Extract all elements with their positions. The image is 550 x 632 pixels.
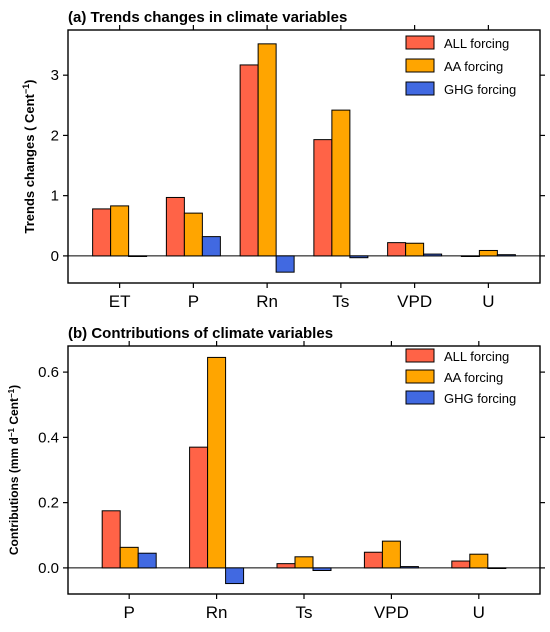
bar-ghg-forcing-u xyxy=(487,567,507,569)
y-tick-label: 3 xyxy=(51,67,59,84)
bar-aa-forcing-p xyxy=(119,546,139,569)
legend-swatch xyxy=(405,369,435,384)
bar-ghg-forcing-rn xyxy=(275,255,295,273)
x-tick-label: VPD xyxy=(374,603,409,622)
panel-a-bars xyxy=(92,43,516,273)
bar-all-forcing-vpd xyxy=(387,242,407,257)
panel-b-contributions: (b) Contributions of climate variables 0… xyxy=(7,325,545,622)
x-tick-label: VPD xyxy=(397,292,432,311)
x-tick-label: P xyxy=(188,292,199,311)
bar-ghg-forcing-ts xyxy=(349,255,369,259)
bar-aa-forcing-ts xyxy=(294,556,314,569)
y-tick-label: 0.6 xyxy=(38,364,59,381)
bar-all-forcing-ts xyxy=(313,139,333,257)
legend-swatch xyxy=(405,81,435,96)
y-tick-label: 1 xyxy=(51,188,59,205)
panel-b-x-ticks: P Rn Ts VPD U xyxy=(124,341,485,622)
panel-a-y-axis-label: Trends changes ( Cent−1) xyxy=(21,79,37,233)
panel-a-trends-changes: (a) Trends changes in climate variables … xyxy=(21,9,545,311)
bar-all-forcing-rn xyxy=(239,64,259,257)
bar-ghg-forcing-p xyxy=(201,236,221,257)
y-tick-label: 0.0 xyxy=(38,560,59,577)
panel-b-bars xyxy=(101,356,507,585)
bar-aa-forcing-et xyxy=(110,205,130,257)
panel-b-y-axis-label: Contributions (mm d−1 Cent−1) xyxy=(7,385,22,555)
x-tick-label: U xyxy=(473,603,485,622)
x-tick-label: Rn xyxy=(256,292,278,311)
panel-a-plot-frame xyxy=(67,29,541,284)
bar-aa-forcing-vpd xyxy=(381,540,401,569)
y-tick-label: 0 xyxy=(51,248,59,265)
x-tick-label: ET xyxy=(109,292,131,311)
bar-aa-forcing-p xyxy=(183,212,203,257)
bar-ghg-forcing-rn xyxy=(225,567,245,585)
y-tick-label: 2 xyxy=(51,127,59,144)
panel-b-title: (b) Contributions of climate variables xyxy=(68,325,333,342)
bar-ghg-forcing-u xyxy=(496,254,516,257)
bar-ghg-forcing-ts xyxy=(312,567,332,572)
bar-aa-forcing-u xyxy=(469,553,489,569)
panel-a-legend: ALL forcing AA forcing GHG forcing xyxy=(405,35,516,97)
x-tick-label: Ts xyxy=(296,603,313,622)
panel-a-x-ticks: ET P Rn Ts VPD U xyxy=(109,25,495,311)
x-tick-label: P xyxy=(124,603,135,622)
bar-aa-forcing-ts xyxy=(331,109,351,257)
panel-b-legend: ALL forcing AA forcing GHG forcing xyxy=(405,348,516,406)
bar-aa-forcing-vpd xyxy=(405,242,425,257)
bar-aa-forcing-rn xyxy=(257,43,277,257)
legend-swatch xyxy=(405,58,435,73)
bar-ghg-forcing-vpd xyxy=(423,253,443,257)
bar-aa-forcing-rn xyxy=(207,356,227,569)
legend-swatch xyxy=(405,35,435,50)
legend-swatch xyxy=(405,348,435,363)
bar-ghg-forcing-et xyxy=(128,255,148,257)
bar-all-forcing-ts xyxy=(276,563,296,569)
bar-all-forcing-vpd xyxy=(363,551,383,569)
bar-ghg-forcing-vpd xyxy=(399,566,419,569)
y-tick-label: 0.2 xyxy=(38,495,59,512)
bar-all-forcing-p xyxy=(101,510,121,569)
panel-b-y-ticks: 0.0 0.2 0.4 0.6 xyxy=(38,364,545,577)
legend-label: GHG forcing xyxy=(444,82,516,97)
bar-all-forcing-rn xyxy=(189,446,209,569)
y-tick-label: 0.4 xyxy=(38,429,59,446)
legend-swatch xyxy=(405,390,435,405)
legend-label: ALL forcing xyxy=(444,36,509,51)
legend-label: ALL forcing xyxy=(444,349,509,364)
bar-all-forcing-et xyxy=(92,208,112,257)
x-tick-label: U xyxy=(482,292,494,311)
panel-a-title: (a) Trends changes in climate variables xyxy=(68,9,347,26)
bar-aa-forcing-u xyxy=(478,249,498,257)
bar-ghg-forcing-p xyxy=(137,552,157,569)
x-tick-label: Ts xyxy=(332,292,349,311)
bar-all-forcing-u xyxy=(451,560,471,569)
bar-all-forcing-p xyxy=(165,196,185,257)
legend-label: GHG forcing xyxy=(444,391,516,406)
legend-label: AA forcing xyxy=(444,59,503,74)
legend-label: AA forcing xyxy=(444,370,503,385)
panel-a-y-ticks: 0 1 2 3 xyxy=(51,67,545,265)
bar-all-forcing-u xyxy=(460,255,480,257)
x-tick-label: Rn xyxy=(206,603,228,622)
